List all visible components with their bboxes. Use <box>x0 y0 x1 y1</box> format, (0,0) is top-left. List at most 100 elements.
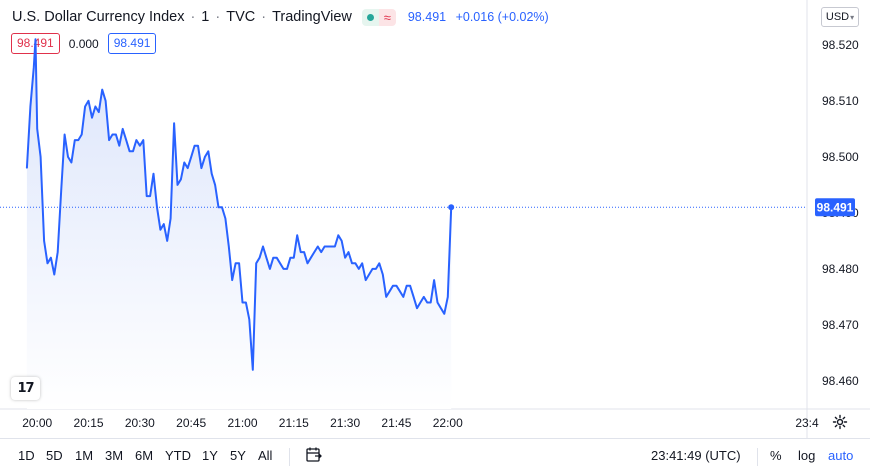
data-point <box>382 273 384 276</box>
data-point <box>392 285 394 287</box>
price-change: +0.016 (+0.02%) <box>455 10 549 24</box>
data-point <box>111 133 114 136</box>
time-tick-label: 22:00 <box>433 416 463 430</box>
series-line <box>25 38 453 371</box>
data-point <box>146 195 148 197</box>
time-axis[interactable]: 20:00 20:15 20:30 20:45 21:00 21:15 21:30 21:45… <box>22 416 819 430</box>
data-point <box>436 301 439 304</box>
data-point <box>402 296 404 298</box>
symbol-name[interactable]: U.S. Dollar Currency Index <box>12 9 185 25</box>
data-point <box>344 257 346 259</box>
data-point <box>282 268 285 270</box>
auto-scale-button[interactable]: auto <box>828 448 854 463</box>
data-point <box>306 262 309 264</box>
data-point <box>423 296 425 298</box>
last-price-tag-text: 98.491 <box>817 200 854 214</box>
calendar-range-icon[interactable] <box>305 446 323 464</box>
time-tick-label: 20:00 <box>22 416 52 430</box>
data-point <box>67 156 69 158</box>
timeframe-1m[interactable]: 1M <box>75 448 94 463</box>
header-quote: 98.491 +0.016 (+0.02%) <box>408 10 549 24</box>
data-point <box>358 268 360 270</box>
data-point <box>204 156 206 158</box>
utc-clock[interactable]: 23:41:49 (UTC) <box>651 448 741 463</box>
data-point <box>98 111 100 113</box>
toolbar-divider <box>757 448 758 466</box>
time-tick-label: 21:00 <box>227 416 257 430</box>
data-point <box>105 100 107 102</box>
price-axis[interactable]: 98.46098.47098.48098.49098.50098.51098.5… <box>822 0 859 388</box>
data-point <box>365 279 367 281</box>
data-point <box>347 251 350 253</box>
data-point <box>375 268 377 270</box>
tradingview-logo-icon[interactable]: 17 <box>11 377 40 400</box>
data-point <box>197 145 199 147</box>
data-point <box>64 133 66 136</box>
timeframe-6m[interactable]: 6M <box>135 448 154 463</box>
timeframe-5d[interactable]: 5D <box>46 448 63 463</box>
timeframe-1d[interactable]: 1D <box>18 448 35 463</box>
data-point <box>43 240 45 242</box>
price-chart[interactable]: 98.46098.47098.48098.49098.50098.51098.5… <box>0 0 870 438</box>
data-point <box>221 206 223 208</box>
data-point <box>252 369 254 371</box>
data-point <box>259 257 261 259</box>
data-point <box>183 161 185 164</box>
data-point <box>46 262 49 264</box>
green-dot-icon <box>361 8 379 26</box>
timeframe-all[interactable]: All <box>258 448 273 463</box>
timeframe-ytd[interactable]: YTD <box>165 448 191 463</box>
currency-selector[interactable]: USD▾ <box>821 7 859 27</box>
data-point <box>354 262 356 264</box>
data-point <box>156 206 158 208</box>
data-point <box>320 251 322 253</box>
header-separator: · <box>190 9 196 25</box>
data-point <box>368 273 370 276</box>
market-status-toggle[interactable]: ≈ <box>361 8 396 26</box>
data-point <box>238 262 240 264</box>
data-point <box>378 262 380 264</box>
data-point <box>159 229 161 231</box>
timeframe-5y[interactable]: 5Y <box>230 448 246 463</box>
data-point <box>443 313 445 315</box>
data-point <box>228 245 230 248</box>
data-point <box>245 301 247 304</box>
data-point <box>163 223 165 225</box>
data-point <box>84 105 86 108</box>
data-point <box>217 206 220 208</box>
data-point <box>53 273 55 276</box>
percent-scale-button[interactable]: % <box>770 448 782 463</box>
data-point <box>231 279 233 281</box>
buy-price-button[interactable]: 98.491 <box>107 33 157 54</box>
data-point <box>176 184 179 186</box>
log-scale-button[interactable]: log <box>798 448 816 463</box>
time-tick-label: 21:30 <box>330 416 360 430</box>
data-point <box>262 245 264 248</box>
data-point <box>129 150 131 152</box>
gear-icon[interactable] <box>832 414 848 430</box>
interval-label[interactable]: 1 <box>201 9 210 25</box>
last-price-tag: 98.491 <box>815 198 855 217</box>
timeframe-1y[interactable]: 1Y <box>202 448 218 463</box>
price-tick-label: 98.510 <box>822 94 859 108</box>
data-point <box>310 257 312 259</box>
data-point <box>91 117 93 119</box>
data-point <box>296 234 298 236</box>
data-point <box>207 150 209 152</box>
last-point-marker <box>448 204 455 211</box>
data-point <box>324 245 326 248</box>
data-point <box>122 128 124 130</box>
bid-ask-row: 98.491 0.000 98.491 <box>11 33 157 54</box>
data-point <box>317 245 319 248</box>
data-point <box>70 161 72 164</box>
data-point <box>289 257 291 259</box>
data-point <box>279 262 281 264</box>
data-point <box>293 257 295 259</box>
timeframe-3m[interactable]: 3M <box>105 448 124 463</box>
price-tick-label: 98.480 <box>822 262 859 276</box>
data-point <box>81 133 83 136</box>
data-point <box>351 262 353 264</box>
data-point <box>29 105 31 108</box>
data-point <box>125 139 127 141</box>
data-point <box>265 257 267 259</box>
